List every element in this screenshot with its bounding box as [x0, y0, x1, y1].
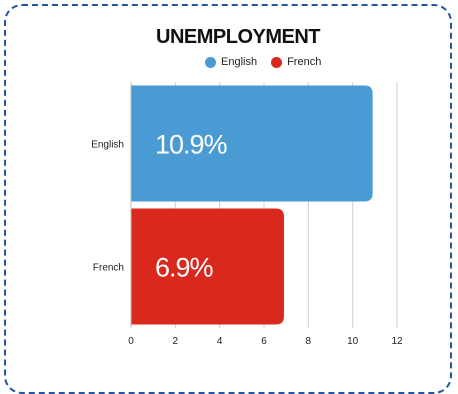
legend-item-english: English — [205, 56, 257, 68]
bar-french — [131, 208, 284, 325]
legend-item-french: French — [271, 56, 321, 68]
x-tick-label-6: 6 — [261, 336, 267, 347]
x-tick-label-10: 10 — [347, 336, 359, 347]
chart-legend: English French — [205, 56, 335, 68]
bar-english — [131, 85, 373, 202]
legend-label-french: French — [287, 56, 322, 68]
x-tick-label-4: 4 — [217, 336, 223, 347]
x-tick-label-0: 0 — [128, 336, 134, 347]
data-label-english: 10.9% — [155, 130, 228, 160]
y-tick-label-english: English — [91, 140, 124, 151]
x-tick-label-2: 2 — [173, 336, 179, 347]
x-tick-label-8: 8 — [306, 336, 312, 347]
chart-title: UNEMPLOYMENT — [156, 26, 321, 48]
legend-swatch-french — [271, 56, 283, 68]
legend-label-english: English — [221, 56, 258, 68]
bar-chart: 0 2 4 6 8 10 12 10.9% English 6.9% French — [91, 82, 403, 347]
data-label-french: 6.9% — [155, 253, 214, 283]
x-tick-label-12: 12 — [391, 336, 403, 347]
y-tick-label-french: French — [93, 263, 124, 274]
legend-swatch-english — [205, 56, 216, 68]
